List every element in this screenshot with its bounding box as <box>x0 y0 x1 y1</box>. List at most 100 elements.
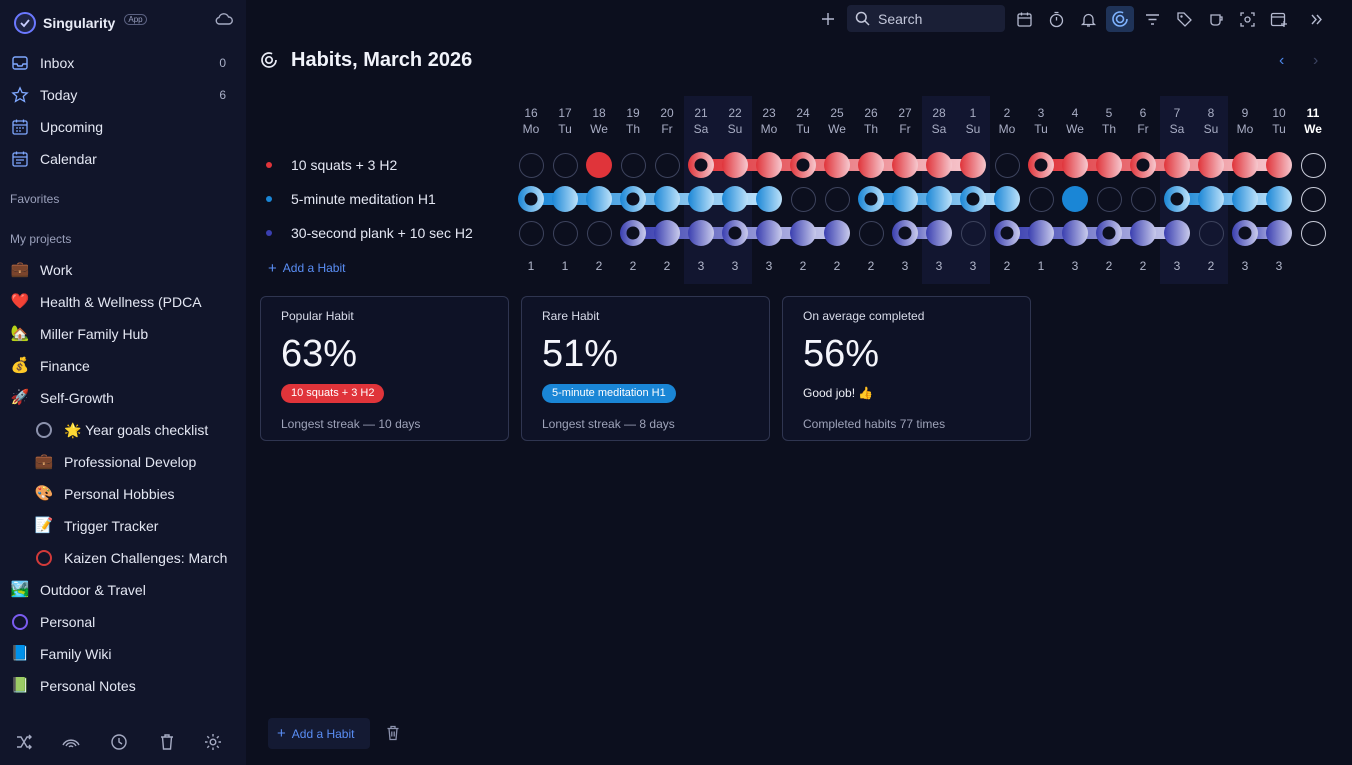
habit-done-cell[interactable] <box>654 186 680 212</box>
habit-done-cell[interactable] <box>1062 186 1088 212</box>
habit-day-cell[interactable] <box>1198 220 1224 246</box>
habit-done-cell[interactable] <box>1164 220 1190 246</box>
habit-done-cell[interactable] <box>756 186 782 212</box>
focus-frame-icon[interactable] <box>1236 8 1258 30</box>
habit-done-cell[interactable] <box>552 186 578 212</box>
signal-icon[interactable] <box>61 732 81 752</box>
habit-done-cell[interactable] <box>1028 220 1054 246</box>
add-window-icon[interactable] <box>1268 8 1290 30</box>
habit-streak-chain[interactable] <box>1028 151 1292 179</box>
habit-done-cell[interactable] <box>824 152 850 178</box>
project-item[interactable]: 💼 Work <box>0 256 246 284</box>
habit-done-cell[interactable] <box>926 186 952 212</box>
project-item[interactable]: 🚀 Self-Growth <box>0 384 246 412</box>
my-projects-heading[interactable]: My projects <box>10 232 72 246</box>
add-habit-button[interactable]: + Add a Habit <box>268 718 370 749</box>
habit-day-cell[interactable] <box>994 152 1020 178</box>
habit-done-cell[interactable] <box>824 220 850 246</box>
collapse-panel-icon[interactable] <box>1305 8 1327 30</box>
project-item[interactable]: 🏞️ Outdoor & Travel <box>0 576 246 604</box>
habit-done-cell[interactable] <box>960 152 986 178</box>
bell-icon[interactable] <box>1077 8 1099 30</box>
settings-gear-icon[interactable] <box>203 732 223 752</box>
habit-streak-chain[interactable] <box>518 185 782 213</box>
habit-done-cell[interactable] <box>926 220 952 246</box>
sidebar-item-inbox[interactable]: Inbox 0 <box>0 49 246 77</box>
habit-day-cell[interactable] <box>518 152 544 178</box>
habit-row[interactable]: 10 squats + 3 H2 <box>266 153 496 177</box>
habit-done-cell[interactable] <box>688 186 714 212</box>
habit-done-cell[interactable] <box>586 152 612 178</box>
habit-done-cell[interactable] <box>994 186 1020 212</box>
project-item[interactable]: Kaizen Challenges: March <box>0 544 246 572</box>
habit-day-cell[interactable] <box>858 220 884 246</box>
tag-icon[interactable] <box>1173 8 1195 30</box>
habit-pill-badge[interactable]: 10 squats + 3 H2 <box>281 384 385 403</box>
habit-done-cell[interactable] <box>1062 152 1088 178</box>
habit-done-cell[interactable] <box>892 186 918 212</box>
habit-day-cell[interactable] <box>552 220 578 246</box>
habit-day-cell[interactable] <box>1300 186 1326 212</box>
add-icon[interactable] <box>817 8 839 30</box>
habit-streak-chain[interactable] <box>858 185 1020 213</box>
project-item[interactable]: Personal <box>0 608 246 636</box>
habit-done-cell[interactable] <box>1130 220 1156 246</box>
shuffle-icon[interactable] <box>14 732 34 752</box>
habit-streak-chain[interactable] <box>1164 185 1292 213</box>
habit-done-cell[interactable] <box>1198 186 1224 212</box>
habit-streak-chain[interactable] <box>586 151 612 179</box>
calendar-icon[interactable] <box>1013 8 1035 30</box>
delete-habit-icon[interactable] <box>384 724 402 747</box>
habit-pill-badge[interactable]: 5-minute meditation H1 <box>542 384 676 403</box>
habit-streak-chain[interactable] <box>1232 219 1292 247</box>
habit-done-cell[interactable] <box>1232 152 1258 178</box>
habit-row[interactable]: 5-minute meditation H1 <box>266 187 496 211</box>
habit-done-cell[interactable] <box>722 152 748 178</box>
habit-done-cell[interactable] <box>926 152 952 178</box>
habit-done-cell[interactable] <box>1062 220 1088 246</box>
filter-icon[interactable] <box>1141 8 1163 30</box>
add-habit-link[interactable]: + Add a Habit <box>268 260 346 277</box>
sidebar-item-upcoming[interactable]: Upcoming <box>0 113 246 141</box>
project-item[interactable]: 📝 Trigger Tracker <box>0 512 246 540</box>
habit-done-cell[interactable] <box>586 186 612 212</box>
habit-done-cell[interactable] <box>722 186 748 212</box>
habit-row[interactable]: 30-second plank + 10 sec H2 <box>266 221 496 245</box>
project-item[interactable]: 💼 Professional Develop <box>0 448 246 476</box>
brand[interactable]: Singularity App <box>14 12 147 34</box>
habit-streak-chain[interactable] <box>1062 185 1088 213</box>
habit-day-cell[interactable] <box>790 186 816 212</box>
habit-done-cell[interactable] <box>1164 152 1190 178</box>
next-period-icon[interactable]: › <box>1313 52 1319 69</box>
habit-done-cell[interactable] <box>756 152 782 178</box>
habit-day-cell[interactable] <box>1300 220 1326 246</box>
habit-done-cell[interactable] <box>1096 152 1122 178</box>
coffee-cup-icon[interactable] <box>1205 8 1227 30</box>
habit-day-cell[interactable] <box>960 220 986 246</box>
habit-streak-chain[interactable] <box>892 219 952 247</box>
habit-day-cell[interactable] <box>1096 186 1122 212</box>
habit-done-cell[interactable] <box>756 220 782 246</box>
project-item[interactable]: 🎨 Personal Hobbies <box>0 480 246 508</box>
cloud-sync-icon[interactable] <box>214 11 234 32</box>
habit-done-cell[interactable] <box>858 152 884 178</box>
project-item[interactable]: 💰 Finance <box>0 352 246 380</box>
project-item[interactable]: 📗 Personal Notes <box>0 672 246 700</box>
habit-day-cell[interactable] <box>1130 186 1156 212</box>
habit-done-cell[interactable] <box>1232 186 1258 212</box>
habit-day-cell[interactable] <box>586 220 612 246</box>
sidebar-item-today[interactable]: Today 6 <box>0 81 246 109</box>
trash-icon[interactable] <box>157 732 177 752</box>
timer-icon[interactable] <box>1045 8 1067 30</box>
habit-done-cell[interactable] <box>1266 152 1292 178</box>
project-item[interactable]: 🏡 Miller Family Hub <box>0 320 246 348</box>
search-box[interactable]: Search <box>847 5 1005 32</box>
favorites-heading[interactable]: Favorites <box>10 192 60 206</box>
habit-day-cell[interactable] <box>620 152 646 178</box>
habit-day-cell[interactable] <box>1028 186 1054 212</box>
habit-day-cell[interactable] <box>552 152 578 178</box>
habit-done-cell[interactable] <box>790 220 816 246</box>
habit-streak-chain[interactable] <box>994 219 1190 247</box>
sidebar-item-calendar[interactable]: Calendar <box>0 145 246 173</box>
habit-streak-chain[interactable] <box>688 151 986 179</box>
